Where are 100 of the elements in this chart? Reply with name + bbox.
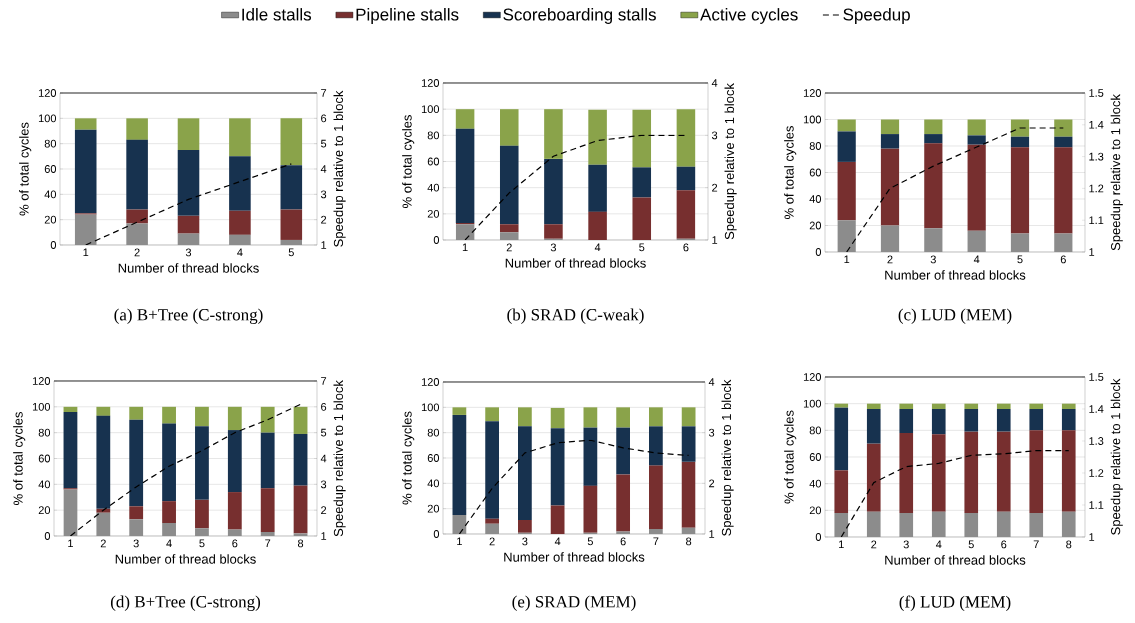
y-tick-label: 20: [427, 504, 440, 513]
y-tick-label: 100: [32, 402, 51, 411]
y-tick-label: 80: [809, 426, 822, 435]
legend-label: Active cycles: [700, 8, 798, 24]
x-tick-label: 3: [930, 255, 936, 264]
text: (b) SRAD (C-weak): [507, 308, 644, 324]
y-tick-label: 20: [427, 209, 440, 218]
y2-tick-label: 2: [321, 506, 327, 514]
y2-tick-label: 1.3: [1089, 152, 1104, 161]
y-axis-title: % of total cycles: [402, 411, 415, 505]
y2-tick-label: 4: [708, 378, 715, 386]
y2-tick-label: 1.5: [1089, 373, 1104, 381]
x-tick-label: 6: [1060, 255, 1066, 264]
y2-axis-title: Speedup relative to 1 block: [1110, 378, 1123, 535]
y-tick-label: 120: [38, 89, 57, 97]
x-tick-label: 2: [489, 537, 495, 546]
y2-axis-title: Speedup relative to 1 block: [1110, 94, 1123, 251]
x-tick-label: 7: [653, 537, 659, 546]
x-tick-label: 3: [903, 540, 909, 549]
x-tick-label: 1: [457, 537, 462, 546]
x-tick-label: 8: [1066, 540, 1072, 549]
y2-tick-label: 3: [711, 131, 718, 140]
y2-tick-label: 1: [712, 236, 718, 244]
x-tick-label: 6: [683, 243, 689, 252]
x-tick-label: 4: [554, 537, 561, 546]
y-tick-label: 100: [421, 105, 440, 114]
text: (a) B+Tree (C-strong): [114, 308, 263, 324]
text: (e) SRAD (MEM): [512, 595, 636, 611]
y-tick-label: 100: [38, 114, 57, 123]
x-axis-title: Number of thread blocks: [505, 258, 646, 268]
y-tick-label: 80: [44, 139, 57, 148]
y2-tick-label: 3: [708, 428, 715, 437]
y2-tick-label: 1.1: [1089, 216, 1104, 224]
y2-tick-label: 1.5: [1089, 89, 1104, 97]
x-tick-label: 6: [232, 539, 238, 548]
x-tick-label: 4: [594, 243, 601, 252]
y-tick-label: 100: [803, 399, 822, 408]
y2-tick-label: 1.2: [1089, 469, 1104, 477]
y2-tick-label: 7: [321, 377, 327, 385]
x-axis-title: Number of thread blocks: [115, 554, 256, 564]
y2-axis-title: Speedup relative to 1 block: [721, 379, 734, 536]
y2-tick-label: 2: [712, 183, 718, 192]
x-tick-label: 1: [462, 243, 468, 252]
y2-tick-label: 1: [709, 530, 715, 538]
x-tick-label: 8: [686, 537, 692, 546]
x-tick-label: 3: [550, 243, 556, 252]
y2-tick-label: 6: [321, 402, 327, 411]
y-tick-label: 20: [38, 506, 51, 515]
x-tick-label: 4: [935, 540, 942, 549]
y-axis-title: % of total cycles: [402, 115, 415, 208]
text: (c) LUD (MEM): [898, 308, 1012, 324]
x-axis-title: Number of thread blocks: [885, 270, 1026, 280]
x-tick-label: 1: [83, 248, 89, 257]
y-tick-label: 60: [809, 453, 822, 461]
y-tick-label: 20: [809, 221, 822, 230]
y-tick-label: 0: [815, 248, 822, 256]
x-tick-label: 5: [288, 248, 294, 257]
x-tick-label: 5: [639, 243, 645, 252]
y2-axis-title: Speedup relative to 1 block: [333, 90, 346, 247]
y2-tick-label: 7: [321, 89, 327, 97]
y-tick-label: 40: [38, 480, 51, 489]
y2-tick-label: 3: [320, 190, 327, 199]
x-tick-label: 5: [968, 540, 974, 549]
x-tick-label: 3: [185, 248, 192, 257]
y-axis-title: % of total cycles: [784, 126, 797, 219]
x-tick-label: 5: [1017, 255, 1023, 264]
text: (d) B+Tree (C-strong): [110, 595, 261, 611]
y-axis-title: % of total cycles: [13, 412, 26, 505]
y-tick-label: 120: [421, 79, 440, 87]
y-tick-label: 20: [809, 506, 822, 515]
y-axis-title: % of total cycles: [19, 122, 32, 216]
legend-label: Pipeline stalls: [356, 8, 459, 24]
y2-tick-label: 1.1: [1089, 501, 1104, 509]
x-tick-label: 6: [620, 537, 626, 546]
y-tick-label: 0: [815, 533, 822, 541]
x-tick-label: 4: [973, 255, 980, 264]
y2-tick-label: 3: [320, 480, 327, 489]
x-tick-label: 2: [871, 540, 877, 549]
y-tick-label: 120: [803, 89, 822, 97]
y-tick-label: 40: [427, 183, 440, 192]
x-tick-label: 1: [844, 255, 850, 264]
text: (f) LUD (MEM): [899, 595, 1011, 612]
y-tick-label: 80: [809, 142, 822, 150]
x-tick-label: 2: [887, 255, 893, 264]
x-tick-label: 2: [100, 539, 106, 548]
y2-tick-label: 1.4: [1089, 405, 1104, 413]
y2-tick-label: 1.3: [1089, 437, 1104, 445]
y-tick-label: 60: [44, 165, 57, 173]
y-tick-label: 80: [38, 428, 51, 437]
x-tick-label: 8: [297, 539, 304, 548]
legend-label: Idle stalls: [242, 8, 312, 21]
y-tick-label: 100: [803, 115, 822, 124]
y2-tick-label: 1: [321, 532, 327, 540]
x-axis-title: Number of thread blocks: [885, 555, 1026, 565]
y-tick-label: 60: [809, 168, 822, 177]
y-tick-label: 40: [44, 190, 57, 199]
x-tick-label: 7: [1033, 540, 1039, 549]
y-tick-label: 0: [50, 241, 57, 249]
x-axis-title: Number of thread blocks: [118, 263, 259, 273]
y2-tick-label: 4: [320, 165, 327, 173]
